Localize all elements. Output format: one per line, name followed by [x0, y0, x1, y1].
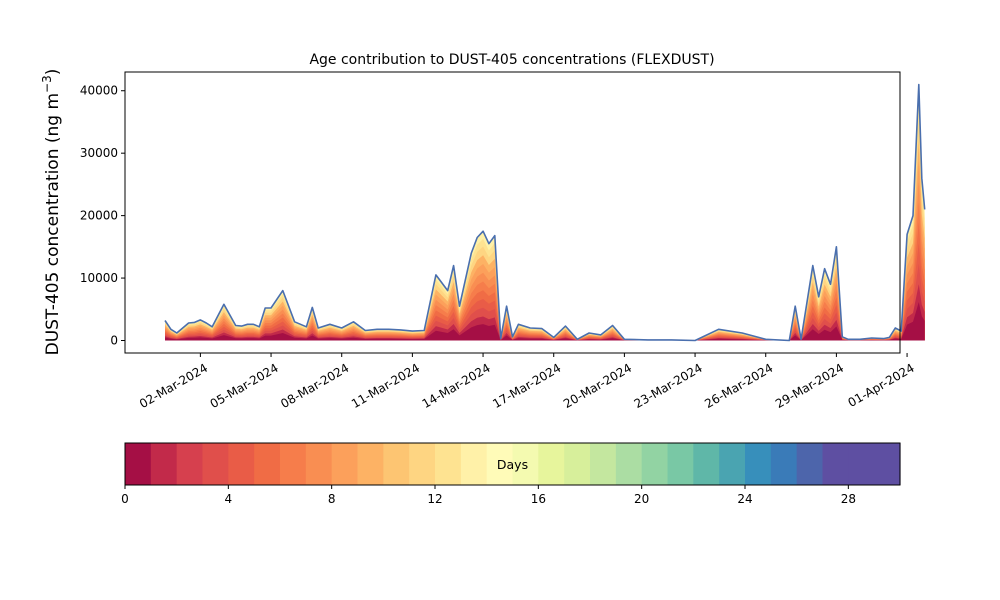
x-tick-label: 14-Mar-2024	[420, 361, 493, 411]
x-tick-label: 08-Mar-2024	[278, 361, 351, 411]
colorbar-cell	[125, 443, 152, 485]
colorbar-cell	[176, 443, 204, 485]
colorbar-tick-label: 16	[531, 492, 546, 506]
colorbar-cell	[564, 443, 591, 485]
colorbar-cell	[305, 443, 333, 485]
colorbar-cell	[538, 443, 565, 485]
colorbar-cell	[745, 443, 772, 485]
y-axis-label-exponent: −3	[40, 75, 54, 93]
age-contribution-areas	[165, 84, 925, 341]
chart-title: Age contribution to DUST-405 concentrati…	[309, 52, 714, 68]
colorbar-cell	[641, 443, 669, 485]
x-tick-label: 02-Mar-2024	[137, 361, 210, 411]
y-axis-label: DUST-405 concentration (ng m−3)	[40, 69, 63, 356]
colorbar-cell	[280, 443, 307, 485]
colorbar-cell	[357, 443, 384, 485]
x-tick-label: 20-Mar-2024	[561, 361, 634, 411]
colorbar-cell	[435, 443, 462, 485]
colorbar-cell	[460, 443, 488, 485]
colorbar-cell	[383, 443, 410, 485]
colorbar-cell	[615, 443, 643, 485]
colorbar-cell	[719, 443, 746, 485]
colorbar-frame	[124, 442, 901, 486]
plot-area: 0 10000 20000 30000 40000 02-Mar-202405-Mar-…	[80, 71, 926, 411]
colorbar-cell	[796, 443, 824, 485]
x-tick-label: 05-Mar-2024	[208, 361, 281, 411]
colorbar-cell	[590, 443, 617, 485]
y-tick-label: 10000	[80, 271, 118, 285]
colorbar-cell	[874, 443, 901, 485]
colorbar-cell	[486, 443, 514, 485]
y-tick-label: 30000	[80, 146, 118, 160]
colorbar-cell	[693, 443, 720, 485]
x-tick-label: 11-Mar-2024	[349, 361, 422, 411]
x-tick-label: 17-Mar-2024	[490, 361, 563, 411]
x-tick-label: 26-Mar-2024	[702, 361, 775, 411]
x-axis-ticks: 02-Mar-202405-Mar-202408-Mar-202411-Mar-…	[137, 353, 917, 411]
colorbar-cell	[512, 443, 539, 485]
x-tick-label: 23-Mar-2024	[632, 361, 705, 411]
y-tick-label: 20000	[80, 209, 118, 223]
colorbar-cell	[228, 443, 255, 485]
colorbar-tick-label: 8	[328, 492, 336, 506]
colorbar-tick-label: 24	[737, 492, 752, 506]
colorbar-cell	[770, 443, 798, 485]
axes-frame	[124, 71, 901, 354]
x-tick-label: 01-Apr-2024	[846, 361, 917, 410]
y-axis-ticks: 0 10000 20000 30000 40000	[80, 84, 125, 348]
colorbar-tick-label: 4	[225, 492, 233, 506]
y-tick-label: 40000	[80, 84, 118, 98]
y-axis-label-close: )	[43, 69, 63, 76]
y-tick-label: 0	[110, 334, 118, 348]
x-tick-label: 29-Mar-2024	[773, 361, 846, 411]
colorbar-cell	[331, 443, 359, 485]
colorbar-tick-label: 12	[427, 492, 442, 506]
colorbar-label: Days	[497, 457, 528, 472]
y-axis-label-main: DUST-405 concentration (ng m	[43, 93, 63, 355]
colorbar-cell	[202, 443, 229, 485]
colorbar-tick-label: 0	[121, 492, 129, 506]
colorbar-cell	[822, 443, 849, 485]
colorbar: Days 0 4 8 12 16 20 24 28	[121, 442, 901, 506]
total-concentration-line	[164, 83, 926, 342]
colorbar-ticks: 0 4 8 12 16 20 24 28	[121, 485, 856, 506]
colorbar-cell	[254, 443, 281, 485]
colorbar-cell	[667, 443, 694, 485]
colorbar-cell	[409, 443, 436, 485]
colorbar-tick-label: 20	[634, 492, 649, 506]
colorbar-cell	[848, 443, 875, 485]
colorbar-tick-label: 28	[841, 492, 856, 506]
colorbar-cell	[150, 443, 178, 485]
colorbar-cells	[125, 443, 901, 485]
